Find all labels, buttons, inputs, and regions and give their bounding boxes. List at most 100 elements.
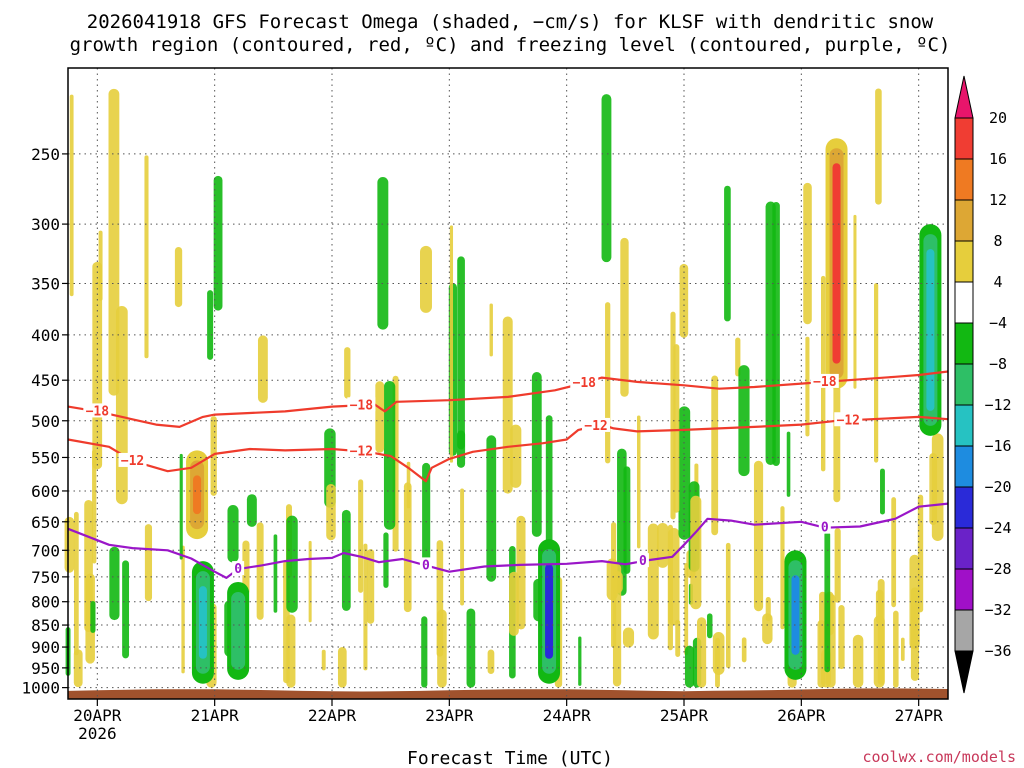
- omega-streak: [84, 500, 93, 632]
- omega-streak: [601, 94, 612, 263]
- omega-streak: [820, 275, 826, 472]
- omega-streak: [273, 534, 278, 613]
- omega-streak: [578, 636, 582, 686]
- omega-streak: [725, 542, 731, 669]
- omega-streak: [900, 637, 905, 661]
- contour-dendritic-upper-label-bg: [810, 373, 839, 388]
- omega-streak: [803, 182, 812, 325]
- omega-feature-core: [193, 475, 202, 515]
- omega-streak: [341, 509, 351, 611]
- colorbar-segment: [954, 445, 974, 488]
- grid-lines: [68, 68, 948, 699]
- colorbar-label: −16: [984, 437, 1011, 455]
- contour-dendritic-upper-label: −18: [86, 404, 110, 419]
- omega-streak: [286, 614, 296, 688]
- omega-streak: [623, 466, 631, 574]
- omega-streak: [321, 649, 326, 671]
- x-tick-label: 26APR: [777, 706, 826, 725]
- omega-streak: [673, 344, 680, 513]
- omega-streak: [460, 488, 465, 606]
- omega-feature-core: [198, 586, 207, 659]
- omega-streak: [724, 185, 731, 322]
- y-axis: 250 300 350 400 450 500 550 600 650 700 750 800 850 9…: [21, 145, 68, 698]
- omega-streak: [367, 549, 375, 624]
- omega-streak: [489, 303, 493, 357]
- y-tick-label: 600: [31, 482, 60, 501]
- contour-dendritic-upper-label: −18: [813, 375, 837, 390]
- omega-streak: [852, 634, 864, 688]
- y-tick-label: 350: [31, 274, 60, 293]
- omega-streak: [487, 649, 495, 674]
- contour-dendritic-lower-label-bg: [347, 443, 376, 458]
- contour-dendritic-lower-label: −12: [121, 454, 144, 469]
- colorbar-segment: [954, 568, 974, 611]
- omega-streak: [679, 263, 689, 338]
- colorbar-label: −32: [984, 601, 1011, 619]
- contour-dendritic-lower-label: −12: [350, 444, 373, 459]
- omega-streak: [344, 347, 351, 399]
- omega-streak: [179, 453, 183, 560]
- x-axis-title: Forecast Time (UTC): [407, 748, 613, 768]
- omega-streak: [690, 495, 702, 610]
- omega-streak: [711, 375, 719, 536]
- colorbar-label: 20: [989, 109, 1007, 127]
- omega-streak: [834, 528, 841, 603]
- omega-streak: [213, 175, 223, 311]
- colorbar-segment: [954, 281, 974, 324]
- omega-streak: [437, 609, 447, 688]
- omega-streak: [383, 532, 389, 588]
- omega-streak: [422, 462, 431, 565]
- ground-fill: [68, 688, 948, 699]
- omega-streak: [122, 560, 130, 659]
- contour-freezing-level-label: 0: [639, 554, 647, 569]
- omega-streak: [817, 620, 826, 688]
- colorbar-segment: [954, 609, 974, 652]
- omega-streak: [741, 637, 747, 663]
- omega-streak: [509, 571, 519, 636]
- colorbar-label: −4: [989, 314, 1007, 332]
- omega-streak: [207, 290, 214, 360]
- omega-streak: [257, 335, 268, 403]
- omega-streak: [246, 494, 257, 527]
- omega-streak: [738, 365, 750, 477]
- contour-freezing-level-label: 0: [821, 521, 829, 536]
- x-tick-label: 21APR: [191, 706, 240, 725]
- colorbar-label: 8: [993, 232, 1002, 250]
- y-tick-label: 550: [31, 448, 60, 467]
- chart-title-line-1: 2026041918 GFS Forecast Omega (shaded, −…: [87, 11, 934, 33]
- omega-streak: [92, 449, 97, 564]
- contour-freezing-level-label: 0: [422, 558, 430, 573]
- omega-streak: [707, 613, 713, 639]
- omega-streak: [181, 545, 185, 674]
- contour-freezing-level-label-bg: [419, 557, 432, 572]
- omega-streak: [375, 381, 385, 453]
- omega-streak: [545, 415, 553, 544]
- omega-streak: [457, 256, 465, 450]
- chart-title-line-2: growth region (contoured, red, ºC) and f…: [70, 34, 951, 56]
- omega-streak: [73, 649, 83, 688]
- y-tick-label: 450: [31, 371, 60, 390]
- colorbar-top-arrow: [954, 75, 974, 119]
- contour-freezing-level-label: 0: [234, 562, 242, 577]
- colorbar-label: 4: [993, 273, 1002, 291]
- omega-streak: [420, 245, 432, 313]
- contour-labels: −18 −18 −18 −18 −12 −12 −12 −12 0 0 0 0: [83, 373, 863, 577]
- colorbar-bottom-arrow: [954, 650, 974, 694]
- omega-streak: [893, 610, 899, 688]
- y-tick-label: 400: [31, 326, 60, 345]
- omega-streak: [853, 214, 857, 389]
- omega-streak: [486, 435, 497, 582]
- omega-streak: [516, 515, 526, 630]
- omega-feature-core: [926, 249, 935, 411]
- contour-dendritic-upper-label-bg: [347, 397, 376, 412]
- omega-streak: [73, 511, 79, 656]
- omega-streak: [510, 424, 522, 488]
- omega-streak: [675, 619, 681, 657]
- colorbar-segment: [954, 527, 974, 570]
- omega-streak: [786, 431, 791, 497]
- omega-streak: [531, 372, 542, 537]
- omega-streak: [363, 543, 368, 671]
- omega-streak: [144, 524, 153, 602]
- omega-streak: [109, 546, 120, 621]
